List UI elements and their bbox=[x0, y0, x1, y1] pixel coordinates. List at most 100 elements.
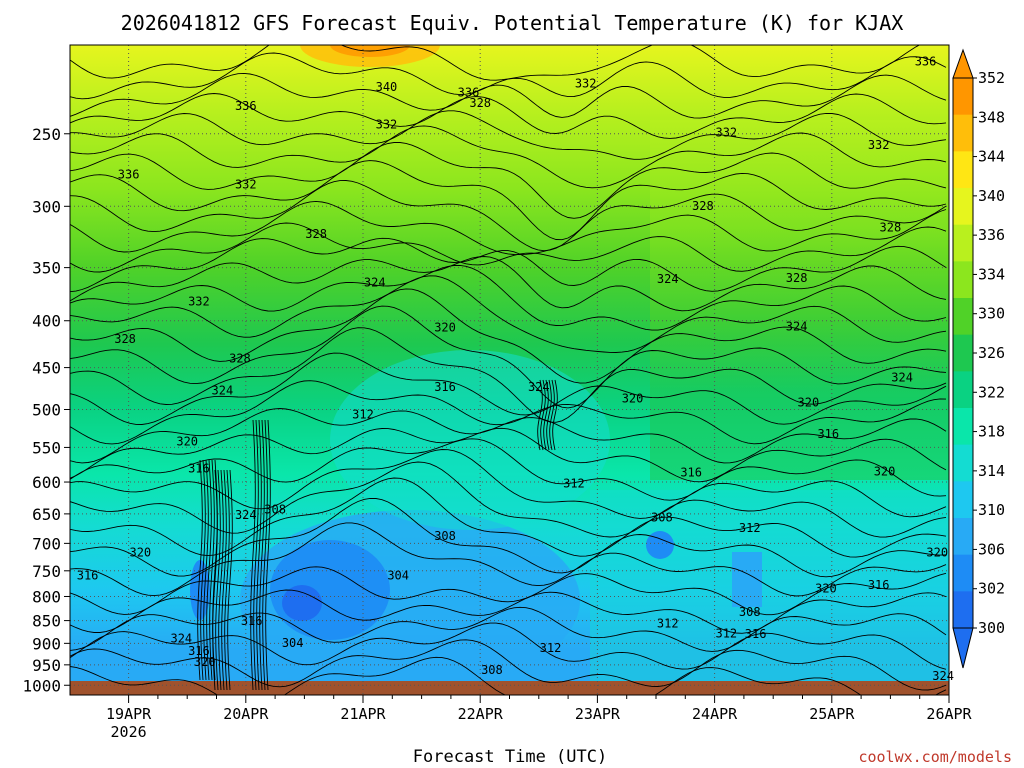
contour-label: 312 bbox=[540, 641, 562, 655]
contour-label: 328 bbox=[114, 332, 136, 346]
contour-label: 324 bbox=[528, 380, 550, 394]
credit-text: coolwx.com/models bbox=[858, 748, 1012, 766]
contour-line bbox=[265, 419, 271, 691]
colorbar-label: 322 bbox=[978, 383, 1005, 401]
colorbar-bin bbox=[953, 554, 973, 592]
contour-label: 316 bbox=[77, 569, 99, 583]
contour-line bbox=[70, 200, 947, 256]
contour-line bbox=[546, 379, 552, 451]
contour-label: 308 bbox=[264, 503, 286, 517]
contour-line bbox=[70, 142, 947, 219]
contour-line bbox=[70, 180, 947, 252]
contour-label: 320 bbox=[434, 321, 456, 335]
y-tick-label: 450 bbox=[32, 359, 61, 378]
y-axis: 250 300 350 400 450 500 550 600 650 700 750 800 850 9… bbox=[22, 125, 70, 695]
colorbar-bin bbox=[953, 591, 973, 629]
x-tick-label: 19APR bbox=[106, 705, 152, 723]
y-tick-label: 850 bbox=[32, 612, 61, 631]
contour-label: 328 bbox=[786, 271, 808, 285]
contour-line bbox=[70, 566, 947, 616]
colorbar-bin bbox=[953, 334, 973, 372]
colorbar: 352 348 344 340 336 334 330 326 322 318 314 310 306 3… bbox=[952, 48, 1005, 669]
y-tick-label: 650 bbox=[32, 505, 61, 524]
colorbar-bin bbox=[953, 224, 973, 262]
contour-label: 320 bbox=[622, 391, 644, 405]
y-tick-label: 1000 bbox=[22, 676, 61, 695]
contour-label: 320 bbox=[798, 396, 820, 410]
contour-label: 320 bbox=[874, 465, 896, 479]
contour-line bbox=[70, 264, 947, 331]
contour-label: 324 bbox=[786, 320, 808, 334]
contour-label: 332 bbox=[868, 138, 890, 152]
contour-label: 304 bbox=[387, 569, 409, 583]
contour-line bbox=[221, 469, 227, 691]
colorbar-bin bbox=[953, 261, 973, 299]
field-blue-right bbox=[646, 531, 674, 559]
colorbar-bin bbox=[953, 371, 973, 409]
contour-label: 308 bbox=[481, 663, 503, 677]
colorbar-label: 326 bbox=[978, 344, 1005, 362]
contour-label: 316 bbox=[434, 380, 456, 394]
x-tick-label: 26APR bbox=[926, 705, 972, 723]
contour-label: 324 bbox=[212, 383, 234, 397]
contour-label: 324 bbox=[657, 272, 679, 286]
contour-line bbox=[70, 656, 947, 695]
contour-label: 316 bbox=[680, 465, 702, 479]
colorbar-label: 344 bbox=[978, 148, 1005, 166]
colorbar-bin bbox=[953, 114, 973, 152]
contour-label: 312 bbox=[739, 521, 761, 535]
contour-line bbox=[70, 408, 947, 464]
x-tick-label: 23APR bbox=[575, 705, 621, 723]
y-tick-label: 800 bbox=[32, 587, 61, 606]
contour-line bbox=[537, 379, 543, 451]
colorbar-bin bbox=[953, 481, 973, 519]
contour-label: 332 bbox=[575, 77, 597, 91]
contour-line bbox=[549, 379, 555, 451]
contour-line bbox=[218, 469, 224, 691]
contour-line bbox=[70, 72, 947, 119]
contour-line bbox=[70, 352, 947, 425]
y-tick-label: 900 bbox=[32, 634, 61, 653]
contour-line bbox=[203, 459, 209, 681]
y-tick-label: 300 bbox=[32, 197, 61, 216]
contour-label: 340 bbox=[376, 80, 398, 94]
contour-line bbox=[197, 459, 203, 681]
contour-line bbox=[206, 459, 212, 681]
contour-label: 328 bbox=[469, 96, 491, 110]
contour-line bbox=[215, 469, 221, 691]
contour-label: 316 bbox=[817, 427, 839, 441]
contour-label: 332 bbox=[715, 125, 737, 139]
contour-label: 336 bbox=[915, 54, 937, 68]
y-tick-label: 700 bbox=[32, 534, 61, 553]
contour-line bbox=[70, 125, 947, 189]
contour-line bbox=[70, 461, 947, 538]
colorbar-bin bbox=[953, 444, 973, 482]
contour-line bbox=[70, 438, 947, 501]
x-tick-label: 25APR bbox=[809, 705, 855, 723]
contour-label: 320 bbox=[194, 655, 216, 669]
contour-label: 336 bbox=[458, 85, 480, 99]
colorbar-label: 306 bbox=[978, 540, 1005, 558]
colorbar-label: 330 bbox=[978, 305, 1005, 323]
contour-line bbox=[227, 469, 233, 691]
contour-line bbox=[70, 237, 947, 293]
x-tick-label: 21APR bbox=[340, 705, 386, 723]
contour-label: 324 bbox=[170, 632, 192, 646]
y-tick-label: 250 bbox=[32, 125, 61, 144]
contour-label: 316 bbox=[868, 578, 890, 592]
contour-line bbox=[70, 427, 947, 483]
contour-line bbox=[70, 288, 947, 384]
colorbar-bin bbox=[953, 298, 973, 336]
colorbar-label: 348 bbox=[978, 108, 1005, 126]
contour-label: 328 bbox=[880, 221, 902, 235]
contour-label: 320 bbox=[926, 546, 948, 560]
colorbar-bin bbox=[953, 408, 973, 446]
contour-label: 320 bbox=[129, 546, 151, 560]
contour-label: 328 bbox=[229, 351, 251, 365]
contour-label: 316 bbox=[241, 614, 263, 628]
contour-label: 316 bbox=[188, 461, 210, 475]
contour-label: 328 bbox=[305, 227, 327, 241]
y-tick-label: 950 bbox=[32, 656, 61, 675]
colorbar-label: 352 bbox=[978, 69, 1005, 87]
